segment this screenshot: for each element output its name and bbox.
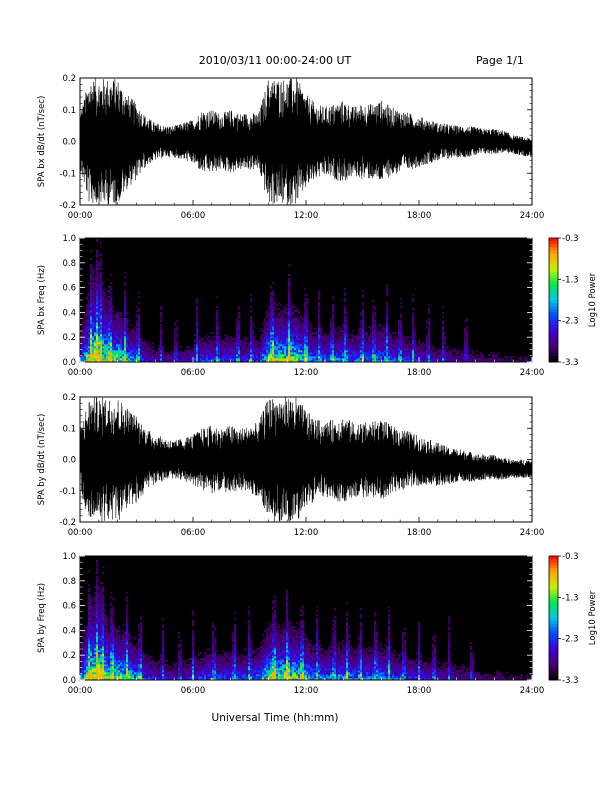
x-tick-label: 12:00 xyxy=(294,686,319,696)
y-tick-label: 1.0 xyxy=(62,234,76,244)
colorbar-label: Log10 Power xyxy=(588,272,598,327)
x-tick-label: 06:00 xyxy=(181,528,206,538)
y-axis-label: SPA bx Freq (Hz) xyxy=(37,265,47,335)
y-tick-label: 0.6 xyxy=(62,284,76,294)
y-tick-label: 0.1 xyxy=(62,106,76,116)
x-tick-label: 24:00 xyxy=(520,368,545,378)
x-tick-label: 24:00 xyxy=(520,686,545,696)
y-tick-label: -0.1 xyxy=(59,169,76,179)
colorbar-tick-label: -0.3 xyxy=(562,552,579,562)
y-axis-label: SPA by dB/dt (nT/sec) xyxy=(37,414,47,506)
page-number: Page 1/1 xyxy=(476,54,524,67)
trace-line xyxy=(80,397,532,521)
y-tick-label: -0.2 xyxy=(59,201,76,211)
y-tick-label: 0.1 xyxy=(62,424,76,434)
x-tick-label: 18:00 xyxy=(407,528,432,538)
x-tick-label: 06:00 xyxy=(181,368,206,378)
y-tick-label: -0.2 xyxy=(59,518,76,528)
panel-4: -0.3 -1.3 -2.3 -3.3 Log10 Power 1.0 0.8 0.6 0.4 0… xyxy=(37,552,598,696)
x-tick-label: 00:00 xyxy=(68,211,93,221)
colorbar-tick-label: -3.3 xyxy=(562,358,579,368)
colorbar-tick-label: -1.3 xyxy=(562,593,579,603)
y-tick-label: 0.2 xyxy=(62,333,76,343)
panel-2: -0.3 -1.3 -2.3 -3.3 Log10 Power 1.0 0.8 0.6 0.4 0… xyxy=(37,234,598,378)
trace-line xyxy=(80,78,532,205)
y-tick-label: 0.4 xyxy=(62,308,76,318)
y-tick-label: 0.2 xyxy=(62,651,76,661)
colorbar: -0.3 -1.3 -2.3 -3.3 Log10 Power xyxy=(549,234,598,368)
x-tick-label: 00:00 xyxy=(68,686,93,696)
x-tick-label: 00:00 xyxy=(68,528,93,538)
panel-3: 0.2 0.1 0.0 -0.1 -0.200:00 06:00 12:00 18:00 24:… xyxy=(37,393,544,538)
x-tick-label: 18:00 xyxy=(407,686,432,696)
y-tick-label: 0.8 xyxy=(62,577,76,587)
colorbar-tick-label: -2.3 xyxy=(562,635,579,645)
y-tick-label: 0.0 xyxy=(62,138,76,148)
y-tick-label: 0.0 xyxy=(62,676,76,686)
x-tick-label: 12:00 xyxy=(294,368,319,378)
y-tick-label: 0.0 xyxy=(62,358,76,368)
panel-1: 0.2 0.1 0.0 -0.1 -0.200:00 06:00 12:00 18:00 24:… xyxy=(37,74,544,221)
x-tick-label: 24:00 xyxy=(520,211,545,221)
y-tick-label: 0.2 xyxy=(62,74,76,84)
colorbar-label: Log10 Power xyxy=(588,590,598,645)
y-tick-label: 1.0 xyxy=(62,552,76,562)
x-tick-label: 18:00 xyxy=(407,368,432,378)
colorbar-tick-label: -3.3 xyxy=(562,676,579,686)
y-tick-label: 0.6 xyxy=(62,602,76,612)
x-tick-label: 12:00 xyxy=(294,528,319,538)
x-tick-label: 06:00 xyxy=(181,211,206,221)
y-tick-label: 0.0 xyxy=(62,456,76,466)
page-title: 2010/03/11 00:00-24:00 UT xyxy=(199,54,352,67)
y-axis-label: SPA by Freq (Hz) xyxy=(37,583,47,653)
x-tick-label: 18:00 xyxy=(407,211,432,221)
colorbar-tick-label: -2.3 xyxy=(562,317,579,327)
x-tick-label: 00:00 xyxy=(68,368,93,378)
y-tick-label: 0.2 xyxy=(62,393,76,403)
colorbar-tick-label: -1.3 xyxy=(562,275,579,285)
x-tick-label: 06:00 xyxy=(181,686,206,696)
x-axis-title: Universal Time (hh:mm) xyxy=(212,712,339,724)
y-tick-label: 0.4 xyxy=(62,626,76,636)
y-tick-label: 0.8 xyxy=(62,259,76,269)
colorbar-tick-label: -0.3 xyxy=(562,234,579,244)
colorbar: -0.3 -1.3 -2.3 -3.3 Log10 Power xyxy=(549,552,598,686)
y-axis-label: SPA bx dB/dt (nT/sec) xyxy=(37,96,47,188)
x-tick-label: 24:00 xyxy=(520,528,545,538)
x-tick-label: 12:00 xyxy=(294,211,319,221)
y-tick-label: -0.1 xyxy=(59,487,76,497)
